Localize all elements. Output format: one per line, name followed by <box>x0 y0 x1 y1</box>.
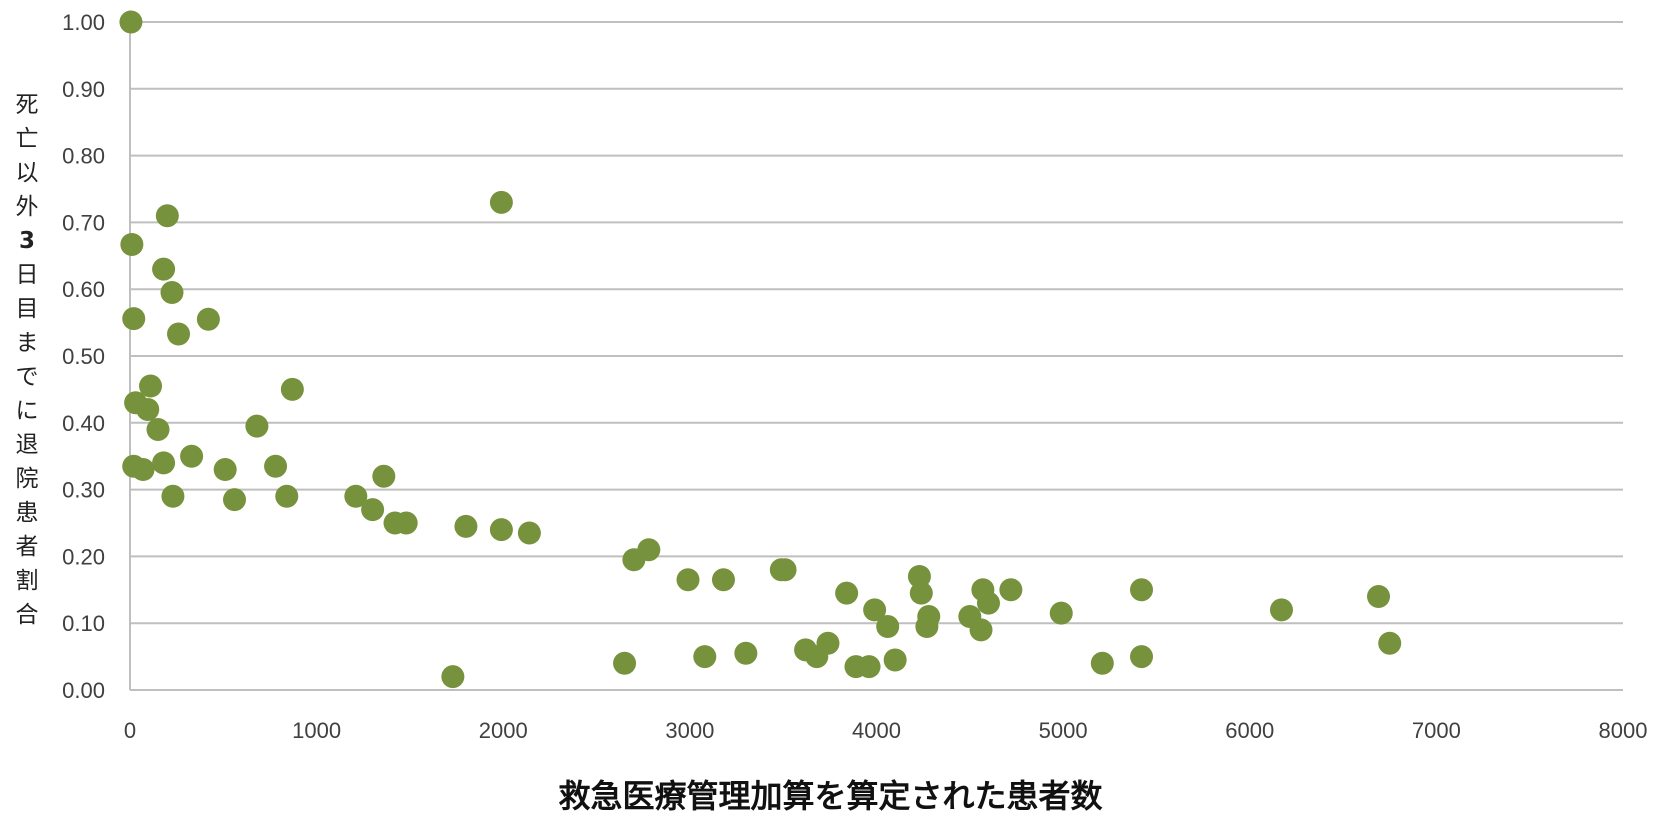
data-point <box>344 484 368 508</box>
x-tick-label: 6000 <box>1225 718 1274 743</box>
y-axis-label-char: 亡 <box>16 126 39 152</box>
data-point <box>223 488 247 512</box>
y-tick-label: 0.10 <box>62 611 105 636</box>
data-point <box>122 307 146 331</box>
data-point <box>517 521 541 545</box>
x-axis-label: 救急医療管理加算を算定された患者数 <box>558 777 1103 815</box>
data-point <box>139 374 163 398</box>
data-point <box>883 648 907 672</box>
data-point <box>773 558 797 582</box>
data-point <box>160 281 184 305</box>
data-point <box>131 458 155 482</box>
data-point <box>146 417 170 441</box>
x-tick-label: 1000 <box>292 718 341 743</box>
x-tick-label: 4000 <box>852 718 901 743</box>
y-axis-label-char: 割 <box>16 568 39 594</box>
x-tick-label: 7000 <box>1412 718 1461 743</box>
data-point <box>361 498 385 522</box>
y-tick-labels: 0.00 0.10 0.20 0.30 0.40 0.50 0.60 0.70 0.80 0.90… <box>62 10 105 703</box>
y-axis-label-char: 者 <box>16 534 39 560</box>
y-axis-label-char: で <box>16 364 39 390</box>
data-point <box>693 645 717 669</box>
y-axis-label-char: 患 <box>16 500 39 526</box>
data-point <box>264 454 288 478</box>
y-tick-label: 0.60 <box>62 277 105 302</box>
data-points <box>119 10 1402 689</box>
y-tick-label: 0.80 <box>62 144 105 169</box>
y-tick-label: 0.50 <box>62 344 105 369</box>
y-axis-label-char: 外 <box>16 194 39 220</box>
y-tick-label: 0.90 <box>62 77 105 102</box>
data-point <box>120 232 144 256</box>
scatter-chart: 0.00 0.10 0.20 0.30 0.40 0.50 0.60 0.70 0.80 0.90… <box>16 10 1648 743</box>
data-point <box>969 618 993 642</box>
data-point <box>454 514 478 538</box>
data-point <box>1130 578 1154 602</box>
data-point <box>213 458 237 482</box>
data-point <box>394 511 418 535</box>
data-point <box>711 568 735 592</box>
data-point <box>1378 631 1402 655</box>
data-point <box>907 564 931 588</box>
x-tick-label: 5000 <box>1039 718 1088 743</box>
data-point <box>1130 645 1154 669</box>
data-point <box>863 598 887 622</box>
y-tick-label: 1.00 <box>62 10 105 35</box>
y-tick-label: 0.40 <box>62 411 105 436</box>
data-point <box>676 568 700 592</box>
data-point <box>1049 601 1073 625</box>
data-point <box>136 397 160 421</box>
data-point <box>155 204 179 228</box>
data-point <box>180 444 204 468</box>
data-point <box>805 645 829 669</box>
y-axis-label-char: 目 <box>16 296 39 322</box>
data-point <box>1269 598 1293 622</box>
data-point <box>1090 651 1114 675</box>
gridlines <box>130 21 1623 691</box>
x-tick-label: 0 <box>124 718 136 743</box>
x-tick-labels: 0 1000 2000 3000 4000 5000 6000 7000 8000 <box>124 718 1648 743</box>
data-point <box>734 641 758 665</box>
data-point <box>489 190 513 214</box>
data-point <box>152 451 176 475</box>
data-point <box>909 581 933 605</box>
data-point <box>622 548 646 572</box>
data-point <box>999 578 1023 602</box>
y-tick-label: 0.00 <box>62 678 105 703</box>
data-point <box>196 307 220 331</box>
data-point <box>835 581 859 605</box>
data-point <box>976 591 1000 615</box>
y-axis-label-char: ま <box>16 330 39 356</box>
y-axis-label-char: 日 <box>16 262 39 288</box>
data-point <box>161 484 185 508</box>
y-axis-label-char: 合 <box>16 602 39 628</box>
data-point <box>167 322 191 346</box>
data-point <box>1367 584 1391 608</box>
x-tick-label: 8000 <box>1599 718 1648 743</box>
y-axis-label-char: 以 <box>16 160 39 186</box>
data-point <box>915 615 939 639</box>
y-axis-label-char: 院 <box>16 466 39 492</box>
y-tick-label: 0.70 <box>62 210 105 235</box>
x-tick-label: 2000 <box>479 718 528 743</box>
data-point <box>489 518 513 542</box>
y-tick-label: 0.20 <box>62 544 105 569</box>
data-point <box>372 464 396 488</box>
y-axis-label-char: 退 <box>16 432 39 458</box>
y-axis-label-char: に <box>16 398 39 424</box>
data-point <box>857 655 881 679</box>
data-point <box>119 10 143 34</box>
y-axis-label-char: 死 <box>16 92 39 118</box>
data-point <box>876 615 900 639</box>
data-point <box>245 414 269 438</box>
data-point <box>280 377 304 401</box>
data-point <box>152 257 176 281</box>
data-point <box>613 651 637 675</box>
data-point <box>441 665 465 689</box>
data-point <box>275 484 299 508</box>
x-tick-label: 3000 <box>665 718 714 743</box>
y-axis-label-char: 3 <box>19 228 35 254</box>
y-tick-label: 0.30 <box>62 478 105 503</box>
